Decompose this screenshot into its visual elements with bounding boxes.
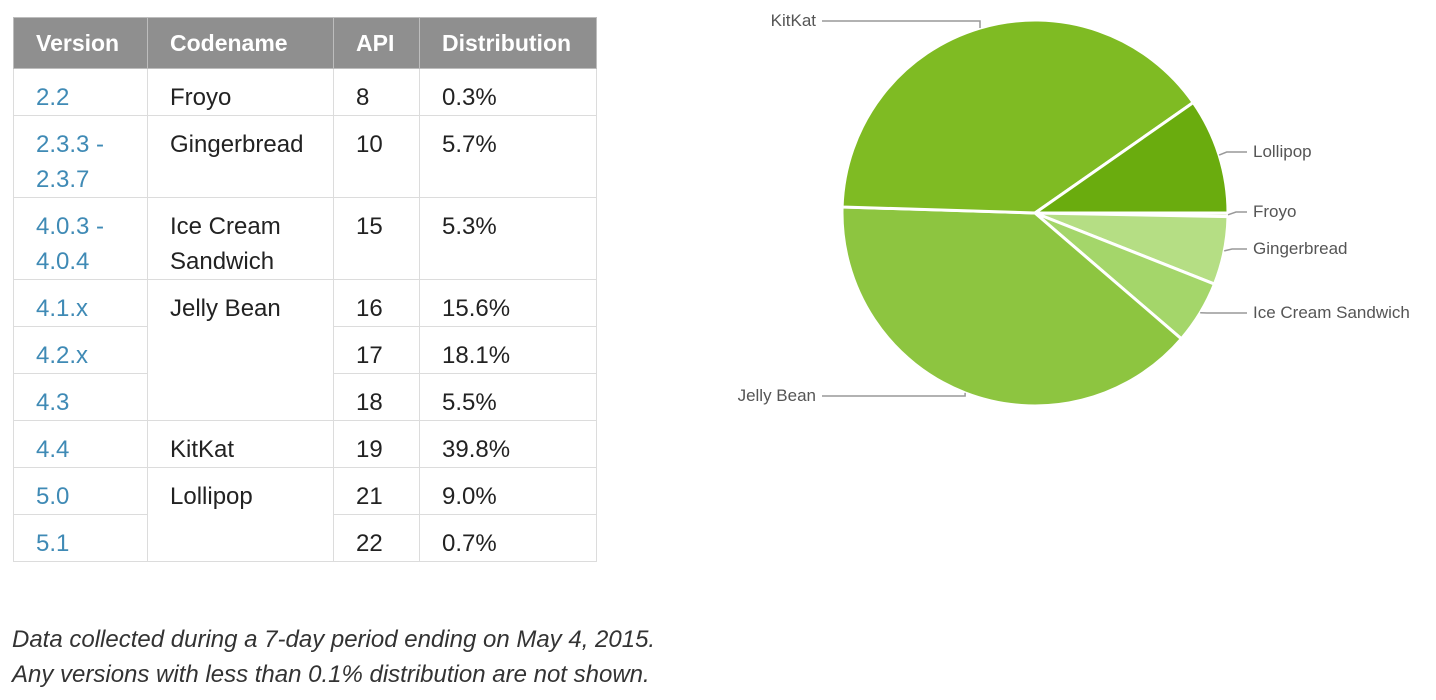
version-link[interactable]: 4.3 xyxy=(13,373,148,421)
api-cell: 15 xyxy=(333,197,420,280)
api-cell: 18 xyxy=(333,373,420,421)
version-link[interactable]: 4.1.x xyxy=(13,279,148,327)
api-cell: 19 xyxy=(333,420,420,468)
distribution-cell: 5.3% xyxy=(419,197,597,280)
header-version: Version xyxy=(13,17,148,69)
table-header-row: Version Codename API Distribution xyxy=(13,17,597,69)
leader-line xyxy=(1227,211,1247,216)
footnote-line-1: Data collected during a 7-day period end… xyxy=(12,626,656,653)
distribution-pie-chart: Froyo Gingerbread Ice Cream Sandwich Jelly … xyxy=(738,11,1410,408)
pie-slice-lollipop xyxy=(1030,100,1230,215)
version-link[interactable]: 4.2.x xyxy=(13,326,148,374)
version-link[interactable]: 4.0.3 -4.0.4 xyxy=(13,197,148,280)
version-link[interactable]: 5.1 xyxy=(13,514,148,562)
leader-line xyxy=(822,20,981,28)
codename-cell: Froyo xyxy=(147,68,334,116)
table-row: 5.0 Lollipop 21 9.0% xyxy=(13,467,597,562)
table-row: 2.3.3 -2.3.7 Gingerbread 10 5.7% xyxy=(13,115,597,198)
api-cell: 16 xyxy=(333,279,420,327)
api-cell: 17 xyxy=(333,326,420,374)
codename-cell: Ice Cream Sandwich xyxy=(147,197,334,280)
distribution-cell: 0.3% xyxy=(419,68,597,116)
header-api: API xyxy=(333,17,420,69)
table-row: 5.1 22 0.7% xyxy=(13,514,597,562)
table-row: 4.2.x 17 18.1% xyxy=(13,326,597,374)
leader-line xyxy=(1224,248,1247,252)
header-codename: Codename xyxy=(147,17,334,69)
pie-slice-kitkat xyxy=(840,18,1196,215)
version-link[interactable]: 5.0 xyxy=(13,467,148,515)
table-body: 2.2 Froyo 8 0.3% 2.3.3 -2.3.7 Gingerbread 10 5.… xyxy=(13,68,597,562)
version-link[interactable]: 2.2 xyxy=(13,68,148,116)
pie-label-gingerbread: Gingerbread xyxy=(1253,239,1348,258)
pie-label-kitkat: KitKat xyxy=(771,11,817,30)
api-cell: 8 xyxy=(333,68,420,116)
table-row: 4.4 KitKat 19 39.8% xyxy=(13,420,597,468)
distribution-cell: 15.6% xyxy=(419,279,597,327)
api-cell: 21 xyxy=(333,467,420,515)
footnote: Data collected during a 7-day period end… xyxy=(12,622,655,692)
pie-slice-jelly-bean xyxy=(840,205,1184,408)
pie-label-ice-cream-sandwich: Ice Cream Sandwich xyxy=(1253,303,1410,322)
distribution-cell: 0.7% xyxy=(419,514,597,562)
distribution-cell: 9.0% xyxy=(419,467,597,515)
distribution-table: Version Codename API Distribution 2.2 Fro… xyxy=(13,17,597,562)
leader-line xyxy=(822,392,966,397)
distribution-cell: 39.8% xyxy=(419,420,597,468)
distribution-cell: 18.1% xyxy=(419,326,597,374)
leader-line xyxy=(1218,151,1247,156)
pie-label-froyo: Froyo xyxy=(1253,202,1296,221)
codename-cell: Lollipop xyxy=(147,467,334,562)
table-row: 4.1.x Jelly Bean 16 15.6% xyxy=(13,279,597,421)
distribution-cell: 5.7% xyxy=(419,115,597,198)
codename-cell: KitKat xyxy=(147,420,334,468)
version-link[interactable]: 4.4 xyxy=(13,420,148,468)
pie-label-jelly-bean: Jelly Bean xyxy=(738,386,816,405)
codename-cell: Jelly Bean xyxy=(147,279,334,421)
table-row: 2.2 Froyo 8 0.3% xyxy=(13,68,597,116)
pie-label-lollipop: Lollipop xyxy=(1253,142,1312,161)
footnote-line-2: Any versions with less than 0.1% distrib… xyxy=(12,661,650,688)
version-link[interactable]: 2.3.3 -2.3.7 xyxy=(13,115,148,198)
api-cell: 22 xyxy=(333,514,420,562)
codename-cell: Gingerbread xyxy=(147,115,334,198)
header-distribution: Distribution xyxy=(419,17,597,69)
api-cell: 10 xyxy=(333,115,420,198)
table-row: 4.0.3 -4.0.4 Ice Cream Sandwich 15 5.3% xyxy=(13,197,597,280)
distribution-cell: 5.5% xyxy=(419,373,597,421)
